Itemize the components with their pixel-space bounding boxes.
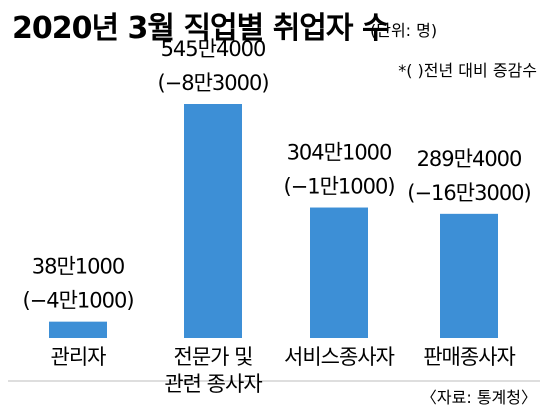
change-label: (−8만3000) <box>157 71 268 95</box>
category-label: 전문가 및 <box>174 345 253 369</box>
change-label: (−4만1000) <box>22 289 133 313</box>
chart-title: 2020년 3월 직업별 취업자 수 <box>12 11 389 46</box>
bar <box>440 213 498 338</box>
change-note: *( )전년 대비 증감수 <box>398 61 537 80</box>
change-label: (−1만1000) <box>283 175 394 199</box>
chart-marks: 38만1000 (−4만1000) 관리자 545만4000 (−8만3000) 전문가 … <box>22 37 531 396</box>
category-label: 서비스종사자 <box>284 345 395 369</box>
bar <box>49 321 107 338</box>
bar <box>184 104 242 338</box>
category-label: 판매종사자 <box>423 345 515 369</box>
chart-unit: (단위: 명) <box>370 21 437 40</box>
value-label: 304만1000 <box>287 141 392 165</box>
source-label: 〈자료: 통계청〉 <box>421 388 537 407</box>
bar <box>310 207 368 338</box>
value-label: 38만1000 <box>32 255 125 279</box>
category-label: 관련 종사자 <box>164 372 262 396</box>
change-label: (−16만3000) <box>407 181 530 205</box>
value-label: 545만4000 <box>161 37 266 61</box>
value-label: 289만4000 <box>417 147 522 171</box>
category-label: 관리자 <box>51 345 107 369</box>
